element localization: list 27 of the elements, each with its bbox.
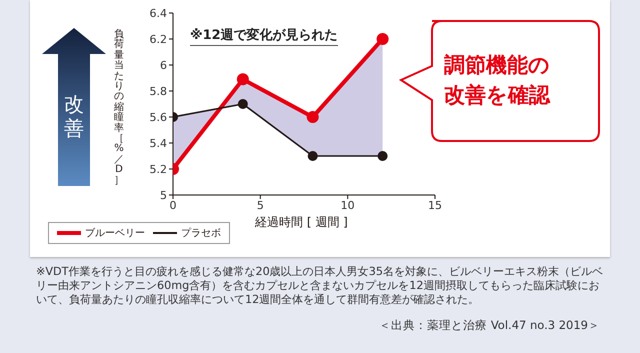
y-tick-label: 5.2 [150,162,167,176]
x-tick-label: 0 [170,198,176,212]
text: 負荷量当たりの縮瞳率［%／D］ [114,29,124,186]
point [236,73,249,86]
y-tick-label: 5 [160,188,167,202]
y-tick-label: 6 [160,58,167,72]
point [308,151,318,161]
y-tick-label: 5.6 [150,110,167,124]
legend-label: プラセボ [180,226,221,240]
text: ※VDT作業を行うと目の疲れを感じる健常な20歳以上の日本人男女35名を対象に、ビルベリーエキス粉末（ビルベリー由来アントシアニン60mg含有）を含むカプセルと含まないカプセルを12週間摂取してもらった臨床試験において、負荷量あたりの瞳孔収縮率について12週間全体を通して群間有意差が確認された。 [36,265,604,307]
text: 調節機能の改善を確認 [444,52,552,109]
legend-label: ブルーベリー [84,226,145,240]
point [306,111,319,123]
y-tick-label: 5.4 [150,136,167,150]
x-tick-label: 15 [428,198,442,212]
text: ＜出典：薬理と治療 Vol.47 no.3 2019＞ [379,318,600,333]
x-tick-label: 10 [340,198,355,212]
x-tick-label: 5 [256,198,264,212]
text: 改善 [63,92,85,140]
x-axis-title: 経過時間 [ 週間 ] [255,214,348,231]
point [378,151,388,161]
y-tick-label: 6.4 [150,6,167,20]
annotation: ※12週で変化が見られた [190,26,338,46]
y-tick-label: 6.2 [150,32,167,46]
y-tick-label: 5.8 [150,84,167,98]
point [376,33,389,45]
point [238,99,248,109]
